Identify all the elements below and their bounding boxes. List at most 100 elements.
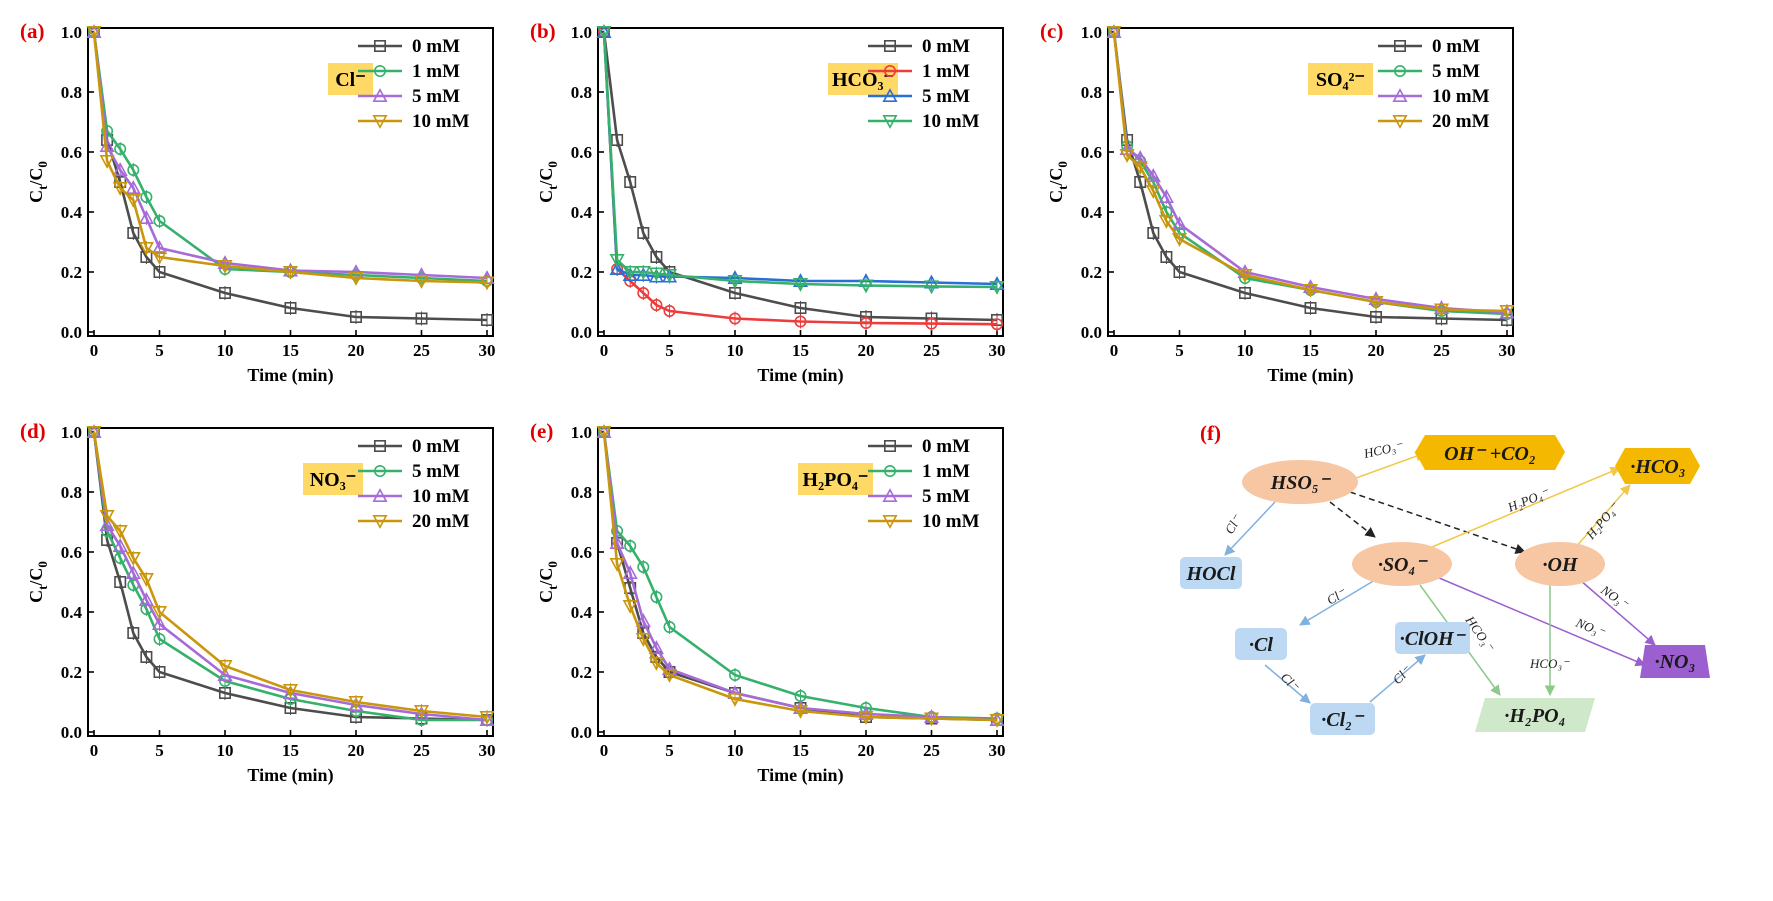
y-tick-label: 0.8 — [61, 483, 82, 502]
y-tick-label: 0.8 — [61, 83, 82, 102]
node-h2po4-shape — [1475, 698, 1595, 732]
data-point — [1134, 176, 1147, 189]
data-point — [650, 251, 663, 264]
chart-panel-2: (c) 0 5 10 15 20 25 30 0.0 0.2 0.4 0.6 0.8 1.0 Time (m… — [1040, 19, 1516, 386]
edge-oh-to-hco3 — [1574, 484, 1631, 549]
data-point — [727, 692, 743, 707]
data-point — [661, 668, 678, 683]
data-point — [348, 697, 364, 712]
data-point — [596, 426, 612, 440]
legend-entry: 0 mM — [922, 36, 970, 57]
data-point — [217, 260, 233, 274]
ion-label: Cl⁻ — [335, 69, 366, 91]
data-point — [349, 310, 362, 323]
chart-panel-0: (a) 0 5 10 15 20 25 30 0.0 0.2 0.4 0.6 0.8 1.0 Time (m… — [20, 19, 496, 386]
data-point — [729, 668, 742, 681]
data-point — [99, 510, 115, 524]
data-point — [622, 600, 638, 614]
edge-hso5-to-hocl — [1224, 501, 1276, 556]
data-point — [1171, 233, 1188, 247]
edge-label-no3-b: NO₃⁻ — [1597, 582, 1631, 612]
legend-entry: 5 mM — [922, 486, 970, 507]
x-axis-label: Time (min) — [1267, 365, 1353, 386]
data-point — [661, 268, 678, 283]
edge-oh-to-no3 — [1579, 579, 1656, 646]
legend-marker — [882, 115, 898, 129]
x-tick-label: 10 — [217, 341, 234, 360]
data-point — [611, 134, 624, 147]
legend-entry: 20 mM — [1432, 111, 1490, 132]
edge-so4-to-cl — [1299, 579, 1376, 626]
edge-label-h2po4-b: H₂PO₄⁻ — [1582, 499, 1622, 543]
x-tick-label: 25 — [1433, 341, 1450, 360]
ion-label: NO₃⁻ — [310, 469, 357, 491]
panel-label: (d) — [20, 419, 46, 443]
legend-marker — [882, 488, 898, 502]
legend-marker — [372, 515, 388, 529]
data-point — [1106, 26, 1122, 40]
y-tick-label: 0.0 — [571, 723, 592, 742]
node-hso5-shape — [1242, 460, 1358, 504]
data-point — [1237, 268, 1253, 283]
data-point — [479, 712, 495, 727]
edge-cl-to-cl2 — [1264, 664, 1311, 704]
data-point — [637, 227, 650, 240]
data-point — [153, 215, 166, 228]
data-point — [348, 271, 364, 286]
legend-marker — [1392, 88, 1408, 102]
data-point — [151, 251, 168, 265]
data-point — [138, 592, 154, 606]
x-tick-label: 30 — [989, 341, 1006, 360]
data-point — [217, 660, 233, 674]
data-point — [624, 540, 637, 553]
edge-so4-to-no3 — [1424, 571, 1646, 667]
y-tick-label: 1.0 — [1081, 23, 1102, 42]
x-tick-label: 0 — [1110, 341, 1119, 360]
data-point — [1132, 161, 1148, 175]
data-point — [282, 266, 299, 280]
data-point — [1304, 301, 1317, 314]
node-hocl: HOCl — [1186, 563, 1236, 585]
x-tick-label: 5 — [155, 741, 164, 760]
y-tick-label: 0.6 — [1081, 143, 1102, 162]
node-hco3-shape — [1615, 448, 1700, 484]
ion-label-box — [303, 463, 363, 495]
legend-marker — [883, 39, 896, 52]
node-h2po4: ·H₂PO₄ — [1504, 705, 1565, 727]
data-point — [648, 657, 664, 671]
data-point — [86, 26, 102, 40]
edge-label-hco3-top: HCO₃⁻ — [1362, 438, 1405, 461]
data-point — [923, 712, 940, 727]
x-tick-label: 10 — [217, 741, 234, 760]
x-tick-label: 15 — [792, 741, 809, 760]
data-point — [112, 525, 128, 539]
node-hco3: ·HCO₃ — [1630, 456, 1685, 478]
data-point — [1145, 168, 1161, 182]
x-tick-label: 5 — [665, 741, 674, 760]
data-point — [650, 591, 663, 604]
x-tick-label: 20 — [348, 741, 365, 760]
reaction-diagram: (f) HCO₃⁻ Cl⁻ H₂PO₄⁻ H₂PO₄⁻ Cl⁻ HCO₃⁻ NO… — [1180, 421, 1710, 735]
node-cl2: ·Cl₂⁻ — [1321, 709, 1365, 731]
ion-label-box — [328, 63, 373, 95]
y-tick-label: 0.0 — [1081, 323, 1102, 342]
legend-entry: 1 mM — [922, 461, 970, 482]
y-tick-label: 0.8 — [571, 483, 592, 502]
x-tick-label: 10 — [727, 341, 744, 360]
legend-entry: 0 mM — [1432, 36, 1480, 57]
data-point — [635, 613, 651, 627]
legend-marker — [1393, 39, 1406, 52]
data-point — [140, 651, 153, 664]
x-tick-label: 15 — [1302, 341, 1319, 360]
node-hocl-shape — [1180, 557, 1242, 589]
data-point — [635, 267, 651, 282]
ion-label-box — [1308, 63, 1373, 95]
data-point — [1158, 189, 1174, 203]
ion-label-box — [798, 463, 873, 495]
data-point — [1145, 185, 1161, 199]
data-point — [622, 266, 638, 280]
legend-entry: 10 mM — [412, 486, 470, 507]
legend-entry: 5 mM — [412, 86, 460, 107]
series-10-mM — [596, 25, 1005, 295]
y-axis-label: Ct/C0 — [536, 161, 560, 203]
